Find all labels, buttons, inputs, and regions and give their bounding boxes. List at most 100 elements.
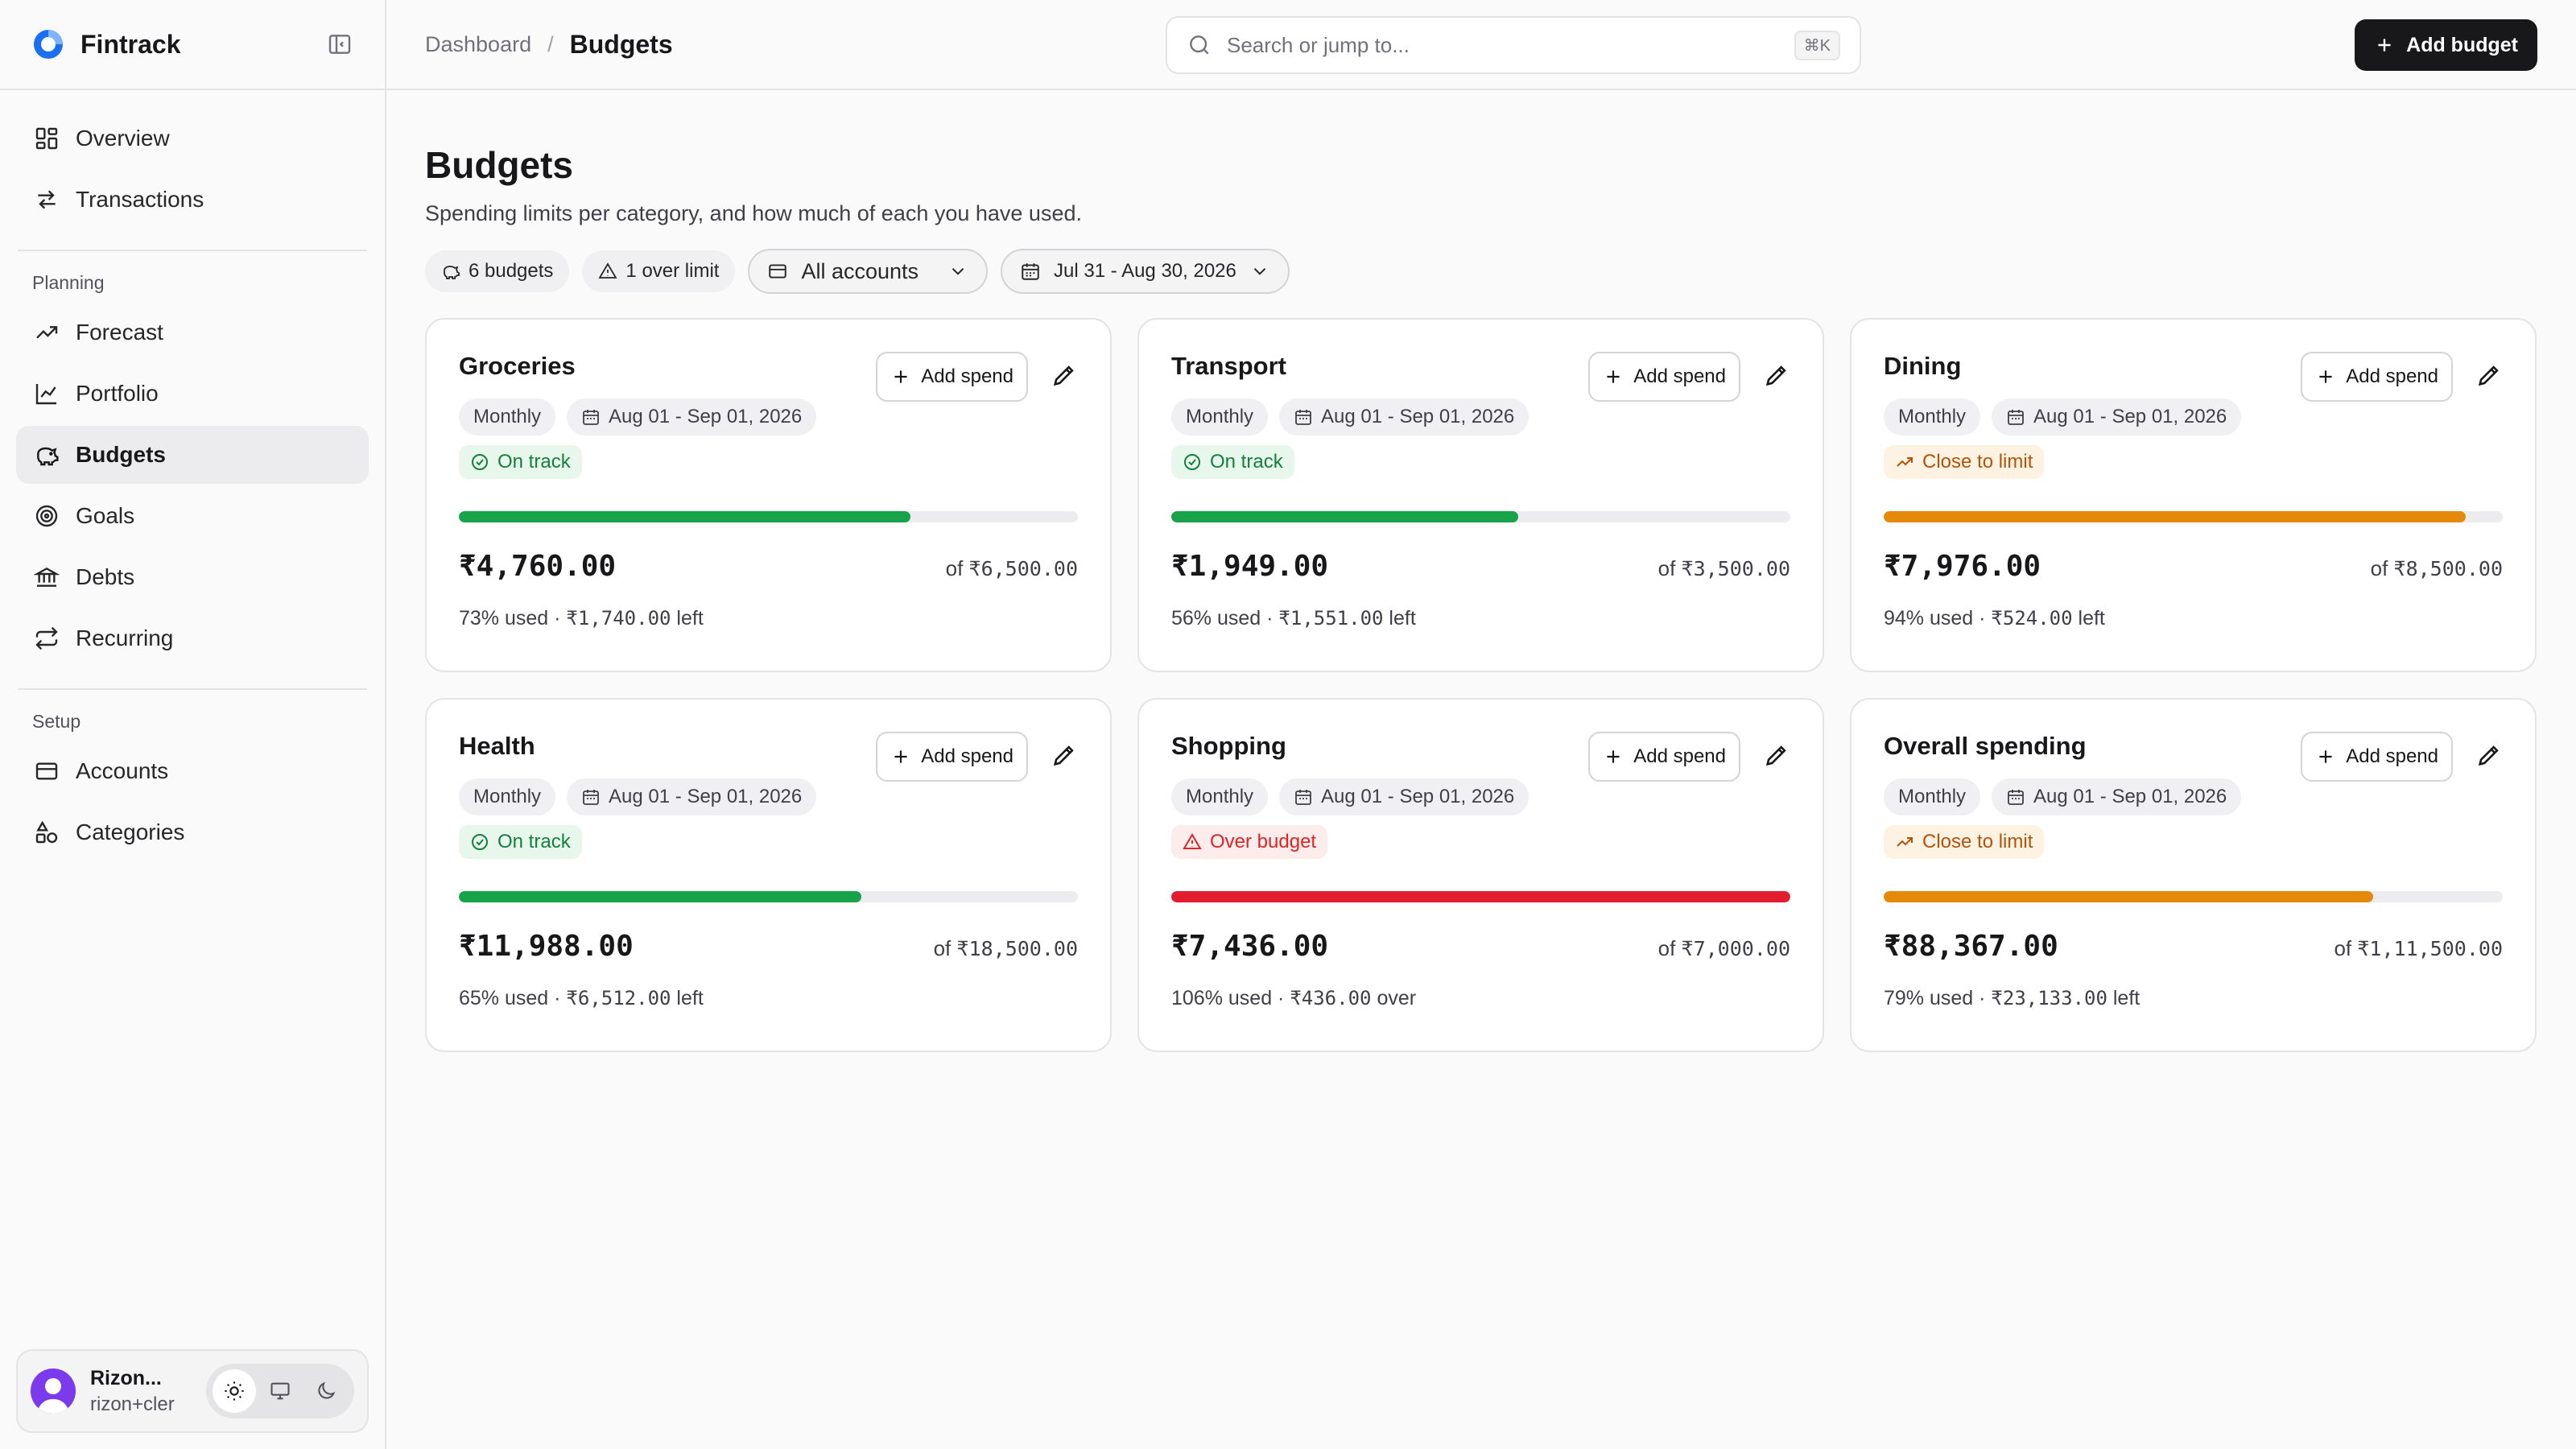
search-box[interactable]: ⌘K — [1166, 16, 1861, 74]
sidebar-item-portfolio[interactable]: Portfolio — [16, 365, 369, 423]
period-chip: Monthly — [1171, 398, 1269, 436]
add-spend-button[interactable]: Add spend — [1588, 352, 1740, 402]
add-spend-button[interactable]: Add spend — [876, 732, 1028, 782]
limit-amount: ₹1,11,500.00 — [2357, 937, 2503, 960]
usage-summary: 94% used · ₹524.00 left — [1884, 607, 2503, 630]
of-prefix: of — [1657, 556, 1676, 580]
limit-amount: ₹18,500.00 — [956, 937, 1078, 960]
edit-budget-button[interactable] — [1051, 361, 1078, 393]
card-actions: Add spend — [2301, 732, 2503, 782]
add-spend-button[interactable]: Add spend — [2301, 732, 2453, 782]
spent-amount: ₹1,949.00 — [1171, 550, 1329, 583]
of-prefix: of — [2370, 556, 2388, 580]
theme-system-button[interactable] — [258, 1369, 302, 1413]
main-content: Dashboard / Budgets ⌘K Add budget Budget… — [386, 0, 2576, 1449]
status-badge: Over budget — [1171, 825, 1328, 859]
of-prefix: of — [2334, 936, 2352, 960]
monitor-icon — [270, 1382, 290, 1400]
budget-name: Health — [459, 732, 535, 760]
credit-card-icon — [769, 264, 787, 279]
budget-name: Shopping — [1171, 732, 1286, 760]
period-chip: Monthly — [459, 398, 556, 436]
of-prefix: of — [933, 936, 952, 960]
sidebar-item-label: Portfolio — [76, 381, 159, 406]
budget-meta: Monthly Aug 01 - Sep 01, 2026 — [1171, 778, 1790, 815]
percent-used: 65% used · — [459, 987, 561, 1009]
nav-group-planning: Planning — [32, 272, 105, 293]
sidebar-item-transactions[interactable]: Transactions — [16, 171, 369, 229]
add-spend-button[interactable]: Add spend — [2301, 352, 2453, 402]
remaining-word: left — [2078, 607, 2105, 630]
account-filter-select[interactable]: All accounts — [748, 249, 989, 294]
sidebar-item-goals[interactable]: Goals — [16, 487, 369, 545]
nav-divider — [18, 250, 367, 251]
sidebar-item-debts[interactable]: Debts — [16, 548, 369, 606]
edit-budget-button[interactable] — [1051, 741, 1078, 773]
shapes-icon — [35, 820, 58, 844]
add-budget-button[interactable]: Add budget — [2355, 19, 2537, 71]
date-range-text: Aug 01 - Sep 01, 2026 — [1321, 786, 1515, 807]
edit-budget-button[interactable] — [2475, 361, 2503, 393]
amount-row: ₹1,949.00 of ₹3,500.00 — [1171, 550, 1790, 583]
credit-card-icon — [35, 762, 58, 780]
check-circle-icon — [472, 834, 488, 850]
warning-triangle-icon — [1183, 833, 1202, 849]
remaining-word: left — [2112, 987, 2140, 1009]
status-badge: On track — [1171, 445, 1294, 479]
sidebar-item-recurring[interactable]: Recurring — [16, 609, 369, 667]
progress-fill — [459, 511, 911, 522]
card-actions: Add spend — [1588, 732, 1790, 782]
breadcrumb-dashboard[interactable]: Dashboard — [425, 31, 532, 56]
brand[interactable]: Fintrack — [32, 28, 180, 60]
sidebar-item-accounts[interactable]: Accounts — [16, 742, 369, 800]
check-circle-icon — [1184, 454, 1200, 470]
status-badge: Close to limit — [1884, 445, 2045, 479]
sidebar-item-label: Debts — [76, 564, 135, 589]
budgets-page: Budgets Spending limits per category, an… — [386, 90, 2576, 1052]
sidebar-item-label: Accounts — [76, 758, 169, 783]
budget-card: Groceries Add spend Monthly — [425, 318, 1112, 672]
edit-budget-button[interactable] — [1763, 741, 1790, 773]
user-name: Rizon... — [90, 1366, 162, 1389]
bank-icon — [34, 567, 60, 587]
budget-card: Shopping Add spend Monthly — [1137, 698, 1824, 1052]
collapse-sidebar-icon[interactable] — [327, 31, 353, 57]
date-range-chip: Aug 01 - Sep 01, 2026 — [1279, 398, 1530, 436]
budget-card: Health Add spend Monthly — [425, 698, 1112, 1052]
date-range-chip: Aug 01 - Sep 01, 2026 — [567, 778, 817, 815]
sidebar-header: Fintrack — [0, 0, 385, 90]
edit-budget-button[interactable] — [2475, 741, 2503, 773]
moon-icon — [318, 1381, 336, 1399]
calendar-icon — [1022, 263, 1039, 280]
sidebar-item-budgets[interactable]: Budgets — [16, 426, 369, 484]
add-spend-button[interactable]: Add spend — [876, 352, 1028, 402]
sidebar-item-forecast[interactable]: Forecast — [16, 303, 369, 361]
sidebar-item-label: Goals — [76, 503, 135, 528]
over-limit-label: 1 over limit — [625, 260, 720, 282]
breadcrumb-current: Budgets — [569, 29, 673, 59]
amount-row: ₹11,988.00 of ₹18,500.00 — [459, 930, 1078, 963]
date-range-select[interactable]: Jul 31 - Aug 30, 2026 — [1001, 249, 1290, 294]
progress-fill — [459, 891, 861, 902]
usage-summary: 106% used · ₹436.00 over — [1171, 987, 1790, 1010]
account-filter-value: All accounts — [801, 258, 919, 283]
percent-used: 79% used · — [1884, 987, 1986, 1009]
add-spend-label: Add spend — [921, 365, 1013, 387]
date-range-chip: Aug 01 - Sep 01, 2026 — [1992, 398, 2242, 436]
fintrack-logo-icon — [34, 30, 63, 59]
theme-dark-button[interactable] — [304, 1369, 348, 1413]
search-input[interactable] — [1227, 32, 1780, 58]
user-menu[interactable]: Rizon... rizon+cler — [16, 1349, 369, 1433]
sidebar-item-categories[interactable]: Categories — [16, 803, 369, 861]
add-spend-button[interactable]: Add spend — [1588, 732, 1740, 782]
page-title: Budgets — [425, 144, 573, 186]
sidebar-item-overview[interactable]: Overview — [16, 109, 369, 167]
theme-light-button[interactable] — [212, 1369, 256, 1413]
limit-text: of ₹8,500.00 — [2371, 556, 2503, 581]
percent-used: 73% used · — [459, 607, 561, 630]
remaining-word: left — [676, 607, 704, 630]
remaining-amount: ₹23,133.00 — [1991, 987, 2107, 1009]
arrows-swap-icon — [38, 190, 56, 209]
edit-budget-button[interactable] — [1763, 361, 1790, 393]
pencil-icon — [2478, 745, 2499, 766]
